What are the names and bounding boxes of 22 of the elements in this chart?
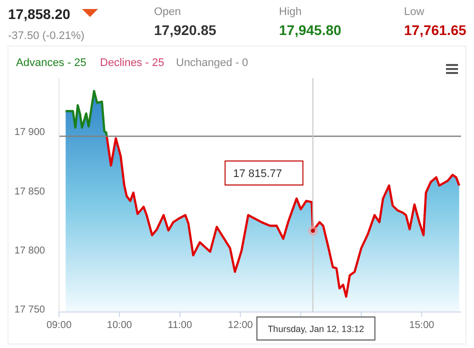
- text: Declines - 25: [100, 57, 164, 69]
- x-tick-label: 12:00: [228, 320, 254, 331]
- text: 17,920.85: [154, 22, 216, 38]
- annotation: 17 815.77: [233, 168, 282, 180]
- text: 17,945.80: [279, 22, 342, 38]
- text: Open: [154, 6, 181, 18]
- y-tick-label: 17 800: [14, 245, 46, 256]
- x-tick-label: 15:00: [409, 320, 435, 331]
- y-tick-label: 17 750: [14, 304, 46, 316]
- x-tick-label: 10:00: [106, 320, 132, 331]
- y-tick-label: 17 850: [14, 186, 46, 198]
- y-tick-label: 17 900: [14, 127, 46, 138]
- x-tick-label: 11:00: [168, 320, 192, 331]
- text: Low: [404, 6, 424, 18]
- chart-subtitle: -37.50 (-0.21%): [8, 30, 84, 42]
- text: Unchanged - 0: [176, 57, 248, 69]
- annotation: Thursday, Jan 12, 13:12: [268, 324, 364, 334]
- chart-title: 17,858.20: [8, 6, 70, 22]
- text: Advances - 25: [16, 57, 86, 69]
- x-tick-label: 09:00: [46, 320, 72, 331]
- text: 17,761.65: [404, 22, 466, 38]
- text: High: [279, 6, 302, 18]
